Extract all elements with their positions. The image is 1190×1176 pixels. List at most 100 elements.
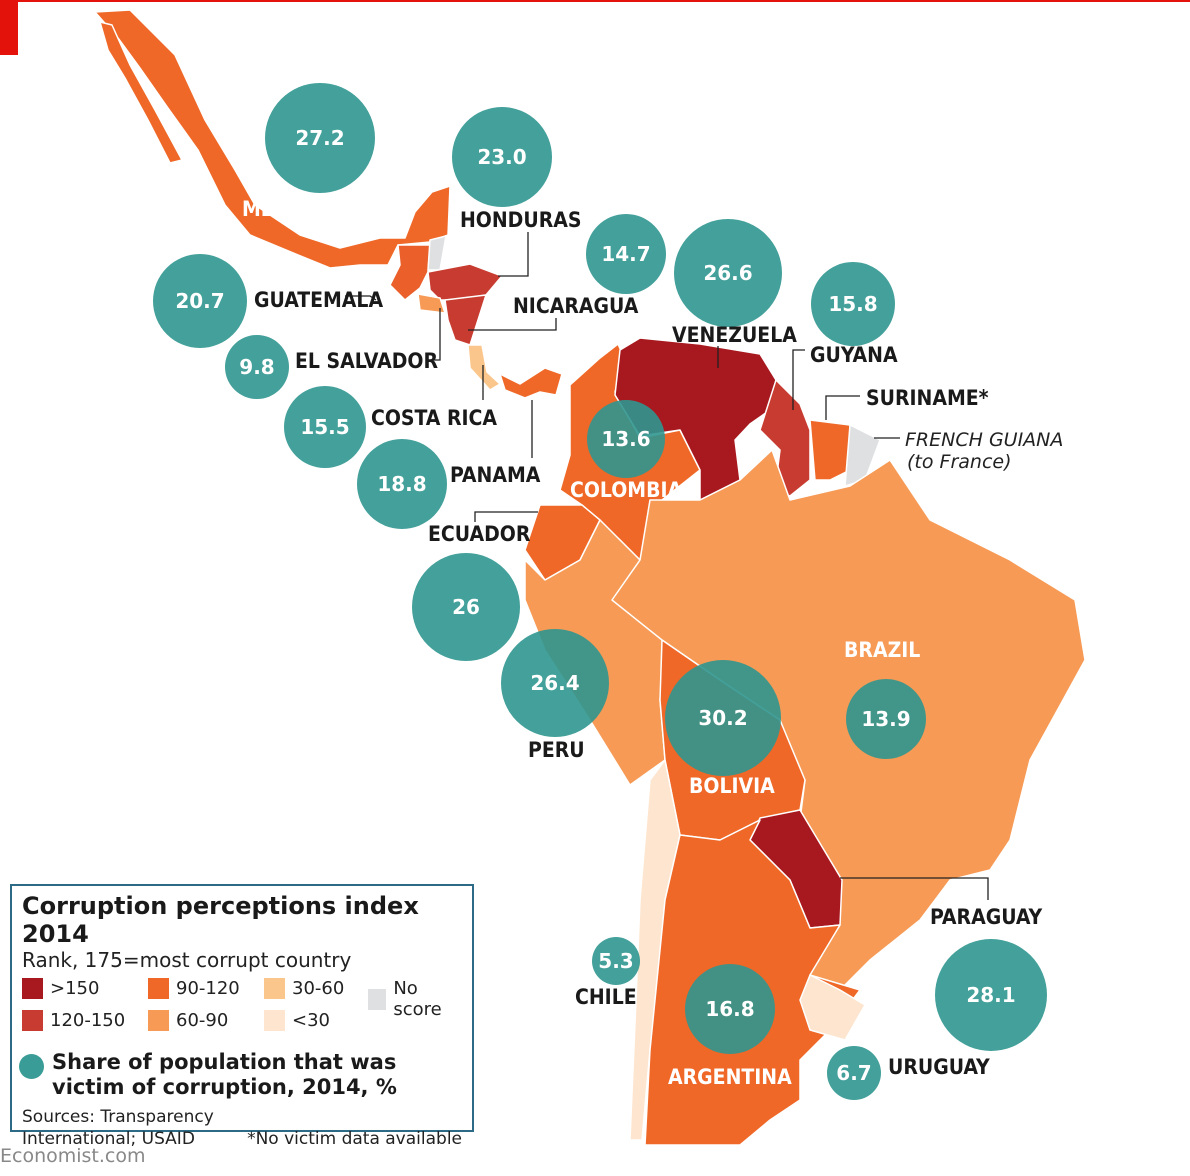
circle-panama xyxy=(357,439,447,529)
label-french-guiana-note: (to France) xyxy=(907,451,1012,473)
circle-nicaragua xyxy=(586,214,666,294)
swatch xyxy=(264,1010,285,1031)
value-costa-rica: 15.5 xyxy=(300,415,349,439)
swatch xyxy=(148,1010,169,1031)
circle-argentina xyxy=(685,964,775,1054)
value-guatemala: 20.7 xyxy=(175,289,224,313)
label-argentina: ARGENTINA xyxy=(668,1065,792,1089)
label-honduras: HONDURAS xyxy=(460,208,582,232)
circle-brazil xyxy=(846,679,926,759)
circle-honduras xyxy=(452,107,552,207)
circle-peru xyxy=(501,629,609,737)
value-uruguay: 6.7 xyxy=(836,1061,871,1085)
circle-el-salvador xyxy=(225,335,289,399)
circle-chile xyxy=(592,937,640,985)
leader-lines xyxy=(345,232,989,900)
country-guyana xyxy=(759,379,811,497)
bin-label: 120-150 xyxy=(50,1010,126,1031)
label-chile: CHILE xyxy=(575,985,637,1009)
value-colombia: 13.6 xyxy=(601,427,650,451)
country-labels: MEXICO HONDURAS GUATEMALA NICARAGUA VENE… xyxy=(242,197,1063,1089)
circle-mexico xyxy=(265,83,375,193)
legend-bin-60-90: 60-90 xyxy=(148,1010,228,1031)
label-ecuador: ECUADOR xyxy=(428,522,531,546)
swatch xyxy=(22,1010,43,1031)
label-brazil: BRAZIL xyxy=(844,638,920,662)
value-chile: 5.3 xyxy=(598,949,633,973)
label-peru: PERU xyxy=(528,738,585,762)
top-rule xyxy=(0,0,1190,2)
swatch xyxy=(368,988,387,1010)
circle-swatch xyxy=(19,1054,44,1079)
legend-bin-no-score: No score xyxy=(368,978,462,1020)
value-bolivia: 30.2 xyxy=(698,706,747,730)
value-argentina: 16.8 xyxy=(705,997,754,1021)
sources: Sources: Transparency International; USA… xyxy=(22,1107,214,1149)
country-nicaragua xyxy=(444,294,487,346)
country-belize xyxy=(427,235,447,271)
swatch xyxy=(148,978,169,999)
bin-label: 60-90 xyxy=(176,1010,229,1031)
value-honduras: 23.0 xyxy=(477,145,526,169)
label-guyana: GUYANA xyxy=(810,343,898,367)
country-costa-rica xyxy=(467,344,501,391)
country-honduras xyxy=(427,263,503,301)
bin-label: No score xyxy=(393,978,442,1020)
legend-bin-30-60: 30-60 xyxy=(264,978,344,999)
country-mexico xyxy=(94,9,451,269)
value-el-salvador: 9.8 xyxy=(239,355,274,379)
brand-footer: Economist.com xyxy=(0,1145,146,1167)
value-ecuador: 26 xyxy=(452,595,480,619)
value-panama: 18.8 xyxy=(377,472,426,496)
label-paraguay: PARAGUAY xyxy=(930,905,1043,929)
country-guatemala xyxy=(389,244,431,301)
label-uruguay: URUGUAY xyxy=(888,1055,990,1079)
legend-bin-90-120: 90-120 xyxy=(148,978,240,999)
circle-guatemala xyxy=(153,254,247,348)
legend: Corruption perceptions index 2014 Rank, … xyxy=(10,884,474,1149)
value-brazil: 13.9 xyxy=(861,707,910,731)
legend-circle-key: Share of population that was victim of c… xyxy=(19,1050,462,1100)
circle-paraguay xyxy=(935,939,1047,1051)
circle-guyana xyxy=(811,262,895,346)
circle-costa-rica xyxy=(284,386,366,468)
label-guatemala: GUATEMALA xyxy=(254,288,383,312)
label-venezuela: VENEZUELA xyxy=(672,323,797,347)
circle-uruguay xyxy=(827,1046,881,1100)
country-panama xyxy=(499,367,563,399)
footnote: *No victim data available xyxy=(247,1129,462,1149)
label-costa-rica: COSTA RICA xyxy=(371,406,497,430)
swatch xyxy=(264,978,285,999)
swatch xyxy=(22,978,43,999)
circle-venezuela xyxy=(674,219,782,327)
label-french-guiana: FRENCH GUIANA xyxy=(905,429,1063,451)
victim-circles xyxy=(153,83,1047,1100)
value-peru: 26.4 xyxy=(530,671,579,695)
bin-label: 30-60 xyxy=(292,978,345,999)
brand-red-tag xyxy=(0,0,18,55)
value-nicaragua: 14.7 xyxy=(601,242,650,266)
value-guyana: 15.8 xyxy=(828,292,877,316)
label-colombia: COLOMBIA xyxy=(570,478,682,502)
legend-title: Corruption perceptions index 2014 xyxy=(22,892,419,948)
circle-ecuador xyxy=(412,553,520,661)
circle-key-label: Share of population that was victim of c… xyxy=(52,1050,397,1099)
legend-bins: >150 120-150 90-120 60-90 30-60 <30 No s… xyxy=(22,978,462,1048)
country-suriname xyxy=(809,419,851,481)
country-el-salvador xyxy=(417,293,446,314)
bin-label: >150 xyxy=(50,978,100,999)
circle-colombia xyxy=(587,400,665,478)
value-mexico: 27.2 xyxy=(295,126,344,150)
legend-bin-lt30: <30 xyxy=(264,1010,330,1031)
country-uruguay xyxy=(799,974,866,1041)
label-mexico: MEXICO xyxy=(242,197,325,221)
label-nicaragua: NICARAGUA xyxy=(513,294,639,318)
label-suriname: SURINAME* xyxy=(866,386,989,410)
label-el-salvador: EL SALVADOR xyxy=(295,349,438,373)
circle-bolivia xyxy=(665,660,781,776)
bin-label: <30 xyxy=(292,1010,330,1031)
label-bolivia: BOLIVIA xyxy=(689,774,775,798)
legend-bin-120-150: 120-150 xyxy=(22,1010,125,1031)
